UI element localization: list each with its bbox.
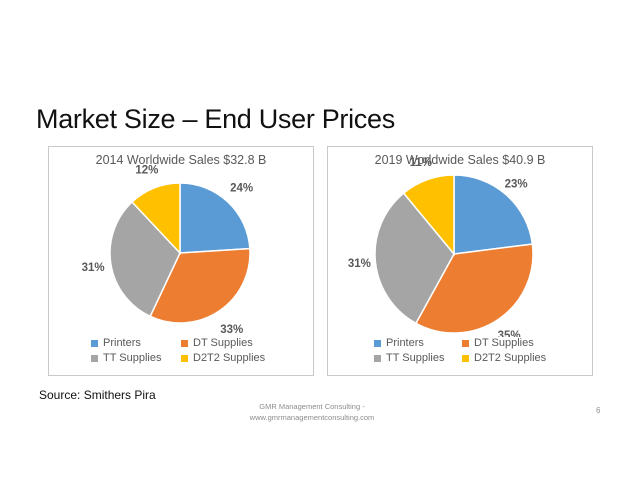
legend-item: D2T2 Supplies <box>181 352 265 364</box>
pie-slice-dt-supplies <box>149 247 251 324</box>
footer-company: GMR Management Consulting - <box>259 402 365 411</box>
legend-item: DT Supplies <box>462 337 534 349</box>
legend-swatch <box>91 354 98 362</box>
pie-slice-tt-supplies <box>374 192 455 325</box>
legend-label: Printers <box>103 337 141 349</box>
legend-item: TT Supplies <box>91 352 162 364</box>
pie-slice-printers <box>453 174 534 255</box>
data-label: 35% <box>498 330 521 337</box>
legend-swatch <box>91 339 98 347</box>
chart-title: 2019 Worldwide Sales $40.9 B <box>374 153 546 167</box>
footer: GMR Management Consulting - www.gmrmanag… <box>232 401 392 423</box>
legend-label: TT Supplies <box>386 352 445 364</box>
legend-label: D2T2 Supplies <box>193 352 266 364</box>
pie-plot-area: 24% 33% 31% 12% <box>82 164 254 336</box>
data-label: 23% <box>505 178 528 190</box>
legend-item: Printers <box>91 337 141 349</box>
data-label: 31% <box>82 262 105 274</box>
legend-swatch <box>462 339 469 347</box>
source-note: Source: Smithers Pira <box>39 388 156 402</box>
legend-swatch <box>181 339 188 347</box>
pie-chart-2014: 2014 Worldwide Sales $32.8 B 24% 33% 31% 12… <box>48 146 314 376</box>
chart-title: 2014 Worldwide Sales $32.8 B <box>95 153 267 167</box>
data-label: 11% <box>410 157 432 169</box>
pie-plot-area: 23% 35% 31% 11% <box>348 157 534 337</box>
legend-item: TT Supplies <box>374 352 445 364</box>
data-label: 12% <box>135 164 158 176</box>
data-label: 24% <box>230 182 253 194</box>
legend-item: DT Supplies <box>181 337 253 349</box>
legend-label: Printers <box>386 337 424 349</box>
legend-label: TT Supplies <box>103 352 162 364</box>
pie-slice-d2t2-supplies <box>131 182 181 255</box>
legend-label: D2T2 Supplies <box>474 352 547 364</box>
data-label: 31% <box>348 258 371 270</box>
pie-slice-printers <box>179 182 251 254</box>
legend-swatch <box>462 354 469 362</box>
pie-slice-dt-supplies <box>414 243 534 334</box>
legend-swatch <box>374 339 381 347</box>
pie-chart-2019: 2019 Worldwide Sales $40.9 B 23% 35% 31% 11… <box>327 146 593 376</box>
pie-slice-d2t2-supplies <box>402 174 455 257</box>
page-number: 6 <box>596 406 601 415</box>
slide-title: Market Size – End User Prices <box>36 104 395 134</box>
legend-label: DT Supplies <box>193 337 253 349</box>
data-label: 33% <box>220 324 243 336</box>
legend-swatch <box>374 354 381 362</box>
legend-item: D2T2 Supplies <box>462 352 546 364</box>
footer-website: www.gmrmanagementconsulting.com <box>249 413 375 422</box>
legend-item: Printers <box>374 337 424 349</box>
pie-slice-tt-supplies <box>109 200 181 318</box>
legend-swatch <box>181 354 188 362</box>
legend-label: DT Supplies <box>474 337 534 349</box>
